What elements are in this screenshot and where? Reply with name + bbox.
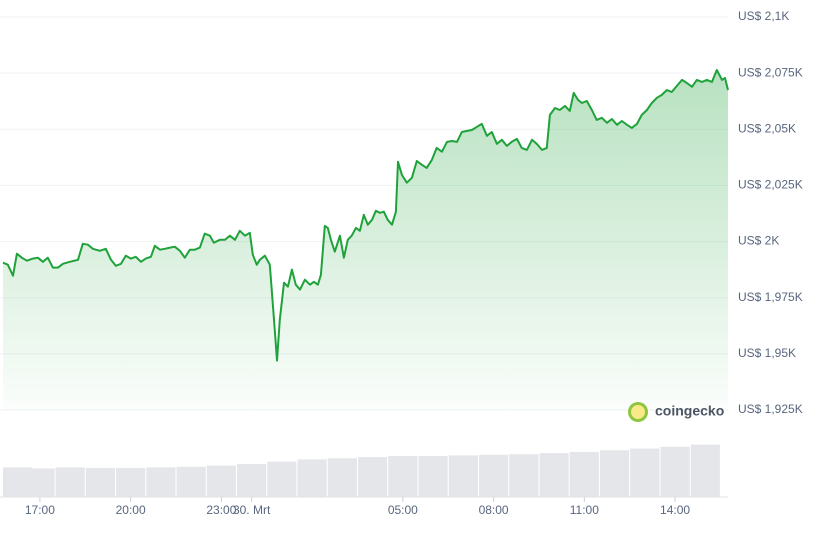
price-line (2, 69, 729, 362)
volume-bar (660, 446, 690, 497)
area-fill (3, 70, 728, 410)
x-tick-label: 20:00 (116, 503, 146, 517)
x-tick-label: 23:00 (206, 503, 236, 517)
volume-bar (297, 459, 327, 497)
y-tick-label: US$ 2,1K (738, 9, 789, 23)
x-tick-label: 05:00 (388, 503, 418, 517)
x-tick-label: 30. Mrt (233, 503, 271, 517)
volume-bar (55, 467, 85, 497)
volume-bar (85, 467, 115, 497)
volume-bar (509, 454, 539, 497)
volume-bar (599, 450, 630, 497)
volume-bar (358, 457, 388, 497)
x-tick-label: 08:00 (479, 503, 509, 517)
y-tick-label: US$ 2,075K (738, 65, 803, 79)
x-tick-label: 17:00 (25, 503, 55, 517)
volume-bar (690, 444, 720, 497)
x-tick-label: 11:00 (570, 503, 599, 517)
volume-bar (478, 454, 509, 497)
y-tick-label: US$ 2K (738, 234, 779, 248)
volume-bar (116, 467, 146, 497)
y-tick-label: US$ 2,025K (738, 178, 803, 192)
logo: coingecko (628, 402, 724, 422)
volume-bar (388, 455, 418, 497)
volume-bar (539, 453, 569, 497)
volume-bar (327, 458, 357, 497)
y-tick-label: US$ 1,925K (738, 402, 803, 416)
watermark: coingecko (655, 403, 724, 419)
volume-bar (418, 455, 448, 497)
volume-bar (237, 463, 267, 497)
y-tick-label: US$ 1,95K (738, 346, 796, 360)
y-tick-label: US$ 2,05K (738, 121, 796, 135)
y-tick-label: US$ 1,975K (738, 290, 803, 304)
volume-bar (569, 451, 599, 497)
volume-bar (448, 455, 478, 497)
x-tick-label: 14:00 (660, 503, 690, 517)
volume-bar (630, 448, 660, 497)
logo-icon-inner (631, 405, 645, 419)
volume-bar (176, 466, 206, 497)
volume-bar (25, 468, 55, 497)
volume-bar (267, 461, 297, 497)
volume-bar (206, 465, 236, 497)
volume-bar (146, 467, 176, 497)
